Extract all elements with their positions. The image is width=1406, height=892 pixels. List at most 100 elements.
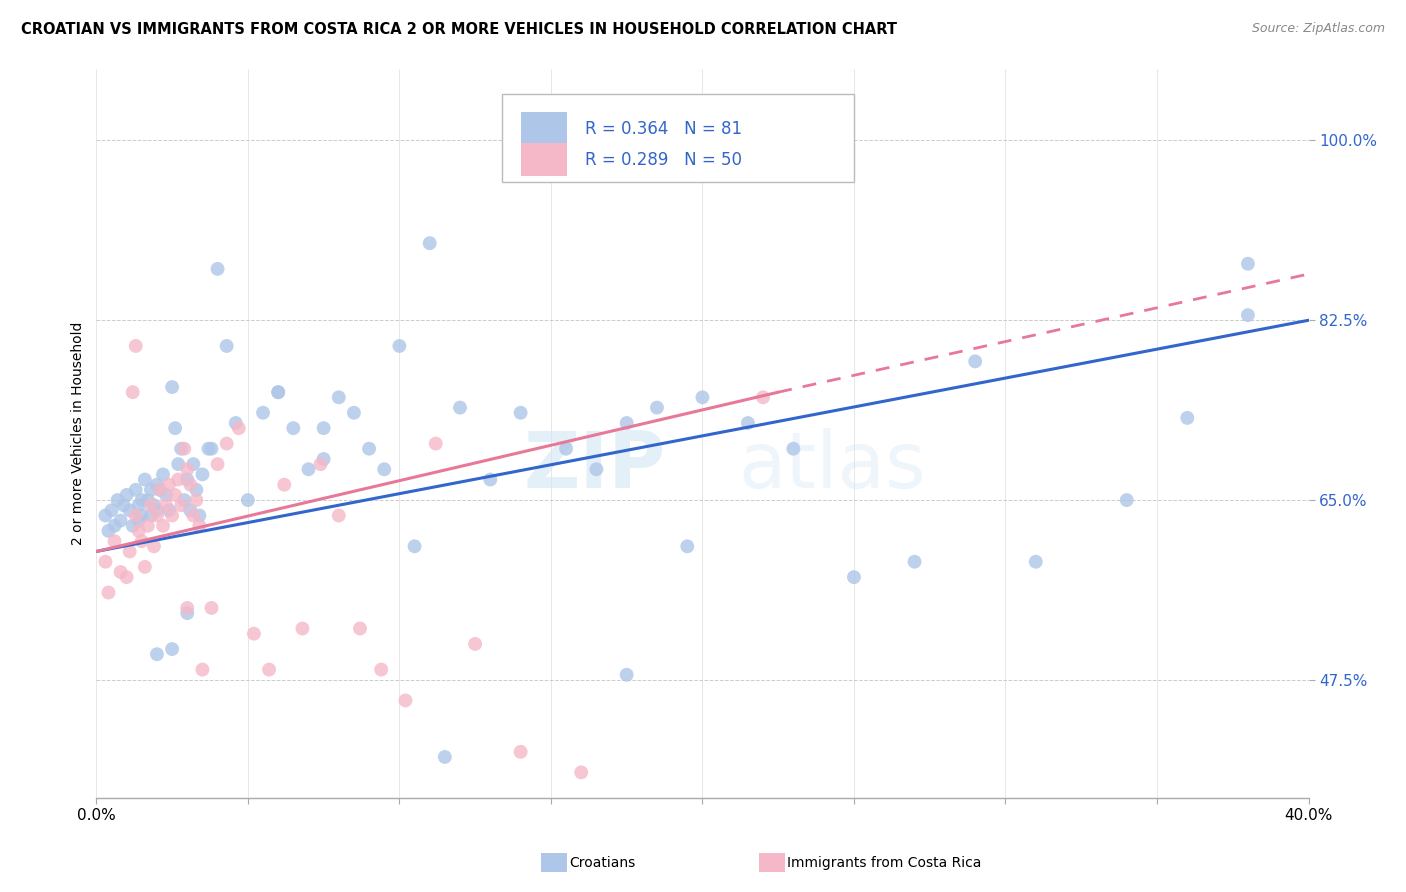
FancyBboxPatch shape xyxy=(520,143,567,177)
Point xyxy=(170,498,193,512)
Point xyxy=(188,508,211,523)
Point xyxy=(569,765,592,780)
Point xyxy=(134,473,156,487)
Point xyxy=(388,339,411,353)
Text: atlas: atlas xyxy=(738,428,927,504)
Point xyxy=(131,534,153,549)
Text: CROATIAN VS IMMIGRANTS FROM COSTA RICA 2 OR MORE VEHICLES IN HOUSEHOLD CORRELATI: CROATIAN VS IMMIGRANTS FROM COSTA RICA 2… xyxy=(21,22,897,37)
Point xyxy=(118,544,141,558)
Point xyxy=(115,570,138,584)
Point xyxy=(142,539,165,553)
Point xyxy=(433,750,456,764)
Point xyxy=(373,462,395,476)
Point xyxy=(228,421,250,435)
Point xyxy=(737,416,759,430)
Point xyxy=(257,663,280,677)
Point xyxy=(142,498,165,512)
Point xyxy=(139,498,162,512)
Point xyxy=(903,555,925,569)
Point xyxy=(425,436,447,450)
Point xyxy=(155,498,177,512)
Point xyxy=(181,457,204,471)
Point xyxy=(273,477,295,491)
Point xyxy=(128,524,150,538)
Point xyxy=(283,421,305,435)
Point xyxy=(103,534,125,549)
Point xyxy=(160,380,183,394)
Point xyxy=(312,421,335,435)
Point xyxy=(176,601,198,615)
Point xyxy=(94,508,117,523)
Point xyxy=(509,406,531,420)
Point xyxy=(167,457,190,471)
Point xyxy=(134,560,156,574)
Point xyxy=(1237,257,1260,271)
Point xyxy=(97,524,120,538)
Point xyxy=(118,503,141,517)
Point xyxy=(645,401,668,415)
Point xyxy=(173,493,195,508)
Point xyxy=(152,467,174,482)
Text: ZIP: ZIP xyxy=(524,428,666,504)
Point xyxy=(179,503,201,517)
Point xyxy=(165,488,187,502)
Text: Source: ZipAtlas.com: Source: ZipAtlas.com xyxy=(1251,22,1385,36)
Point xyxy=(110,514,132,528)
Point xyxy=(160,642,183,657)
Point xyxy=(1175,410,1198,425)
Point xyxy=(131,493,153,508)
Point xyxy=(215,436,238,450)
Text: Immigrants from Costa Rica: Immigrants from Costa Rica xyxy=(787,855,981,870)
Point xyxy=(125,508,148,523)
Point xyxy=(157,503,180,517)
Point xyxy=(692,390,714,404)
Point xyxy=(191,467,214,482)
Text: R = 0.289   N = 50: R = 0.289 N = 50 xyxy=(585,151,742,169)
Point xyxy=(170,442,193,456)
Point xyxy=(404,539,426,553)
Point xyxy=(267,385,290,400)
FancyBboxPatch shape xyxy=(520,112,567,146)
Point xyxy=(419,236,441,251)
Point xyxy=(243,626,266,640)
Point xyxy=(128,498,150,512)
Point xyxy=(616,416,638,430)
Point xyxy=(312,452,335,467)
Point xyxy=(121,385,143,400)
Point xyxy=(328,390,350,404)
Point xyxy=(464,637,486,651)
Point xyxy=(349,622,371,636)
Point xyxy=(112,498,135,512)
Point xyxy=(188,518,211,533)
Point xyxy=(752,390,775,404)
Point xyxy=(173,442,195,456)
Point xyxy=(215,339,238,353)
Point xyxy=(167,473,190,487)
Point xyxy=(181,508,204,523)
Point xyxy=(449,401,471,415)
Point xyxy=(252,406,274,420)
Y-axis label: 2 or more Vehicles in Household: 2 or more Vehicles in Household xyxy=(72,322,86,545)
Point xyxy=(176,473,198,487)
Point xyxy=(149,483,172,497)
Point xyxy=(297,462,319,476)
Point xyxy=(676,539,699,553)
Point xyxy=(186,493,208,508)
Point xyxy=(359,442,381,456)
Point xyxy=(191,663,214,677)
Point xyxy=(236,493,259,508)
Point xyxy=(328,508,350,523)
Point xyxy=(149,483,172,497)
Point xyxy=(555,442,578,456)
Point xyxy=(176,462,198,476)
Point xyxy=(94,555,117,569)
Point xyxy=(479,473,502,487)
Point xyxy=(509,745,531,759)
Point xyxy=(103,518,125,533)
Point xyxy=(146,477,169,491)
Point xyxy=(267,385,290,400)
Text: R = 0.364   N = 81: R = 0.364 N = 81 xyxy=(585,120,742,138)
Point xyxy=(136,518,159,533)
Point xyxy=(146,647,169,661)
Point xyxy=(128,514,150,528)
